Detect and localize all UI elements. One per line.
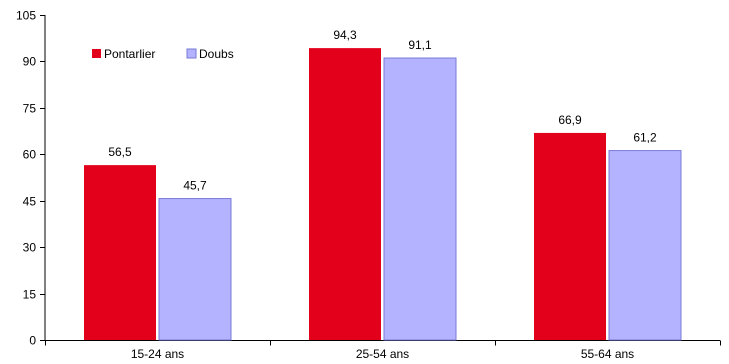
legend-label: Pontarlier [104, 47, 155, 61]
y-tick-label: 0 [29, 334, 36, 348]
y-tick-label: 90 [23, 55, 37, 69]
data-label: 45,7 [183, 179, 207, 193]
data-label: 94,3 [333, 28, 357, 42]
data-label: 66,9 [558, 113, 582, 127]
x-tick-label: 55-64 ans [581, 347, 634, 361]
bar-doubs [608, 150, 682, 341]
legend-label: Doubs [199, 47, 234, 61]
y-tick-label: 75 [23, 102, 37, 116]
y-tick-label: 45 [23, 195, 37, 209]
x-tick-label: 15-24 ans [131, 347, 184, 361]
y-tick-label: 30 [23, 241, 37, 255]
bars [84, 48, 682, 341]
bar-doubs [158, 198, 232, 341]
legend-swatch [92, 49, 101, 58]
value-labels: 56,5 45,7 94,3 91,1 66,9 61,2 [108, 28, 657, 192]
y-tick-label: 60 [23, 148, 37, 162]
data-label: 91,1 [408, 38, 432, 52]
data-label: 61,2 [633, 131, 657, 145]
legend: Pontarlier Doubs [92, 47, 234, 61]
x-axis: 15-24 ans 25-54 ans 55-64 ans [45, 340, 721, 361]
y-tick-label: 15 [23, 288, 37, 302]
legend-swatch [186, 48, 197, 59]
y-tick-label: 105 [16, 9, 36, 23]
bar-pontarlier [84, 165, 156, 340]
bar-pontarlier [309, 48, 381, 340]
bar-doubs [383, 57, 457, 341]
y-axis: 0 15 30 45 60 75 90 105 [16, 9, 46, 348]
bar-pontarlier [534, 132, 606, 340]
data-label: 56,5 [108, 145, 132, 159]
x-tick-label: 25-54 ans [356, 347, 409, 361]
